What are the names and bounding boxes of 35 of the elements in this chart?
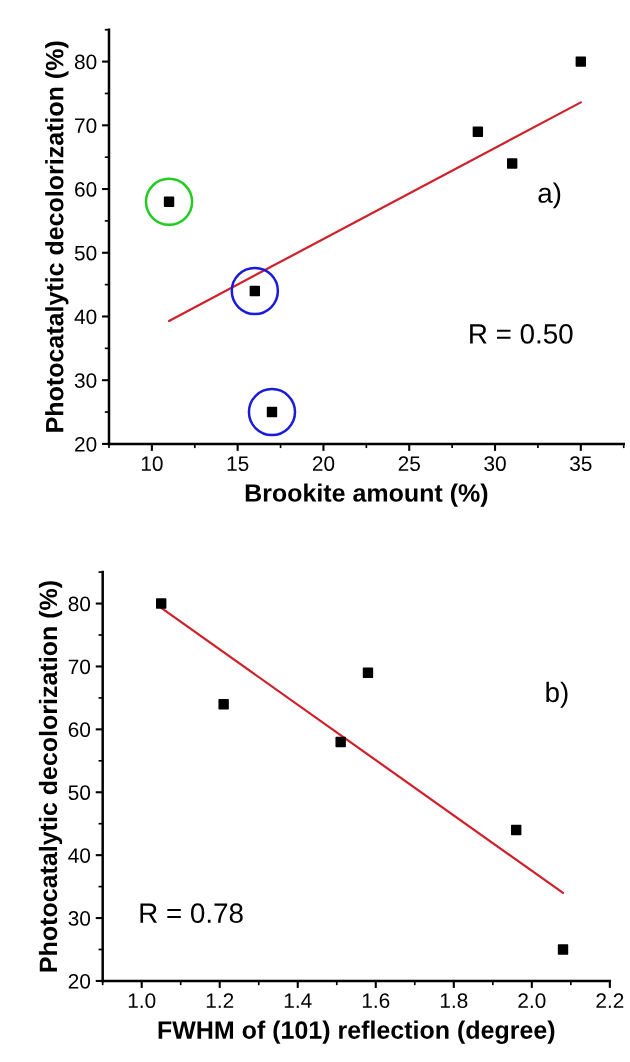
annotation: a) bbox=[538, 182, 561, 209]
annotation: R = 0.78 bbox=[140, 903, 243, 924]
y-tick-label: 50 bbox=[68, 785, 91, 801]
x-tick-label: 2.0 bbox=[518, 993, 546, 1009]
x-tick-label: 1.0 bbox=[128, 993, 156, 1009]
x-tick-label: 1.8 bbox=[440, 993, 468, 1009]
y-tick-label: 60 bbox=[75, 182, 97, 197]
x-tick-label: 25 bbox=[398, 456, 420, 472]
y-tick-label: 20 bbox=[75, 436, 97, 452]
x-tick-label: 10 bbox=[141, 456, 163, 472]
y-tick-label: 20 bbox=[68, 973, 91, 989]
x-tick-label: 35 bbox=[570, 456, 592, 472]
y-tick-label: 70 bbox=[75, 118, 97, 134]
y-axis-title: Photocatalytic decolorization (%) bbox=[45, 41, 69, 432]
y-tick-label: 80 bbox=[74, 54, 97, 70]
x-tick-label: 30 bbox=[484, 456, 506, 472]
y-tick-label: 70 bbox=[68, 659, 91, 675]
annotation: R = 0.50 bbox=[470, 324, 573, 344]
x-tick-label: 1.6 bbox=[362, 993, 390, 1009]
x-tick-label: 2.2 bbox=[596, 993, 624, 1008]
y-tick-label: 50 bbox=[74, 245, 97, 261]
x-axis-title: FWHM of (101) reflection (degree) bbox=[158, 1020, 555, 1044]
y-tick-label: 30 bbox=[68, 911, 91, 926]
y-tick-label: 60 bbox=[68, 722, 91, 738]
y-tick-label: 30 bbox=[74, 373, 97, 388]
x-tick-label: 1.4 bbox=[284, 993, 312, 1008]
x-tick-label: 1.2 bbox=[206, 993, 234, 1008]
y-axis-title: Photocatalytic decolorization (%) bbox=[38, 581, 63, 972]
y-tick-label: 40 bbox=[68, 848, 91, 863]
annotation: b) bbox=[546, 681, 568, 708]
x-tick-label: 20 bbox=[312, 456, 335, 472]
y-tick-label: 80 bbox=[68, 596, 91, 612]
x-axis-title: Brookite amount (%) bbox=[245, 483, 488, 507]
x-tick-label: 15 bbox=[227, 456, 249, 472]
y-tick-label: 40 bbox=[74, 309, 97, 325]
